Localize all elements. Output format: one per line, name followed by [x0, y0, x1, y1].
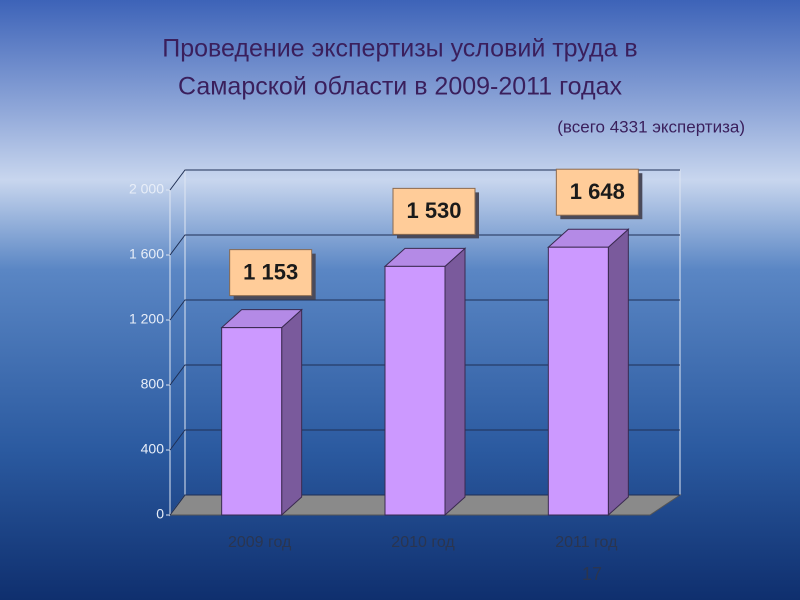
bar-side — [281, 308, 303, 517]
y-tick-label: 400 — [141, 441, 165, 457]
grid-line — [169, 169, 680, 191]
grid-line — [169, 494, 680, 516]
y-tick-label: 0 — [156, 506, 164, 522]
bar — [221, 327, 283, 516]
plot: 0 400 800 1 200 1 600 2 000 2009 год 1 153 2010 … — [129, 168, 682, 551]
value-label: 1 648 — [570, 179, 625, 204]
slide-number: 17 — [582, 564, 602, 584]
title-line: Проведение экспертизы условий труда в — [162, 35, 637, 63]
x-tick-label: 2009 год — [228, 534, 292, 551]
grid-line — [169, 234, 680, 256]
value-label: 1 153 — [243, 259, 298, 284]
title-line: Самарской области в 2009-2011 годах — [178, 73, 623, 101]
x-tick-label: 2010 год — [391, 534, 455, 551]
grid-line — [169, 364, 680, 386]
y-tick-label: 1 200 — [129, 311, 164, 327]
value-label-box — [229, 249, 313, 297]
y-tick-label: 1 600 — [129, 246, 164, 262]
value-label-box — [555, 168, 639, 216]
bar — [547, 246, 609, 516]
value-label: 1 530 — [406, 198, 461, 223]
grid-line — [169, 299, 680, 321]
x-tick-label: 2011 год — [555, 534, 618, 551]
grid-line — [169, 429, 680, 451]
bar-side — [444, 247, 466, 517]
value-label-box — [392, 187, 476, 235]
y-tick-label: 2 000 — [129, 181, 164, 197]
y-tick-label: 800 — [141, 376, 165, 392]
bar — [384, 265, 446, 516]
bar-side — [607, 228, 629, 517]
subtitle: (всего 4331 экспертиза) — [557, 117, 745, 136]
